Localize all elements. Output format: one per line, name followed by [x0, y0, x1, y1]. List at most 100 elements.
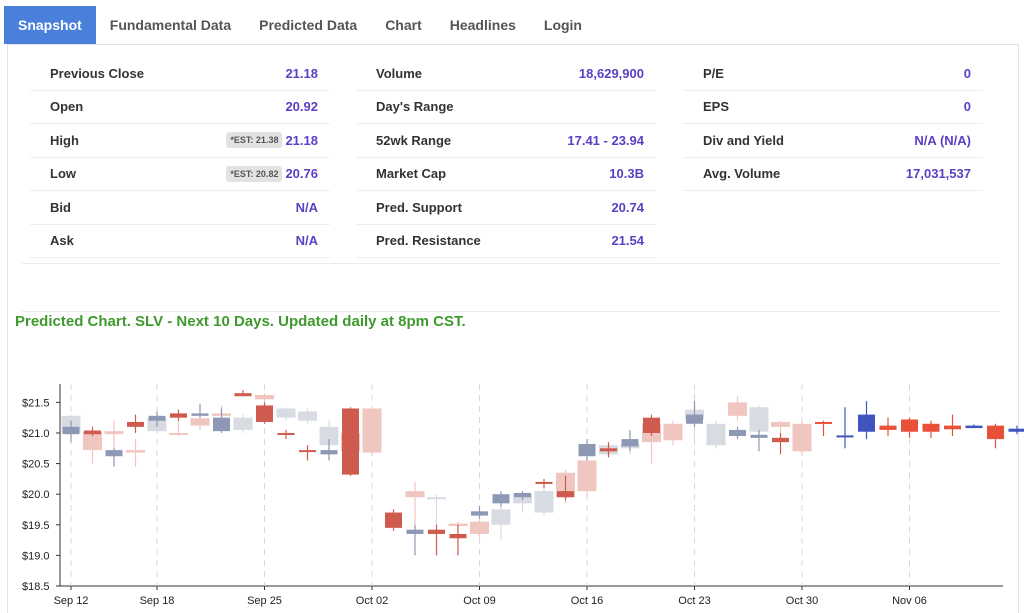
candle — [577, 457, 597, 498]
candle — [643, 414, 660, 437]
candle — [277, 429, 295, 440]
stat-value: 17.41 - 23.94 — [567, 132, 644, 148]
candle — [686, 401, 703, 427]
tab-headlines[interactable]: Headlines — [449, 17, 516, 33]
candle-body — [406, 529, 424, 534]
candle — [728, 396, 747, 421]
candle-body — [385, 512, 402, 528]
candle — [879, 417, 897, 437]
candle — [729, 426, 746, 440]
estimate-badge: *EST: 20.82 — [226, 165, 283, 182]
candle-body — [62, 426, 80, 435]
candle — [191, 403, 209, 418]
y-tick-label: $19.5 — [22, 520, 50, 532]
divider — [22, 311, 1000, 312]
candle — [815, 420, 832, 437]
candle-body — [749, 407, 769, 432]
stat-label: Pred. Support — [376, 199, 462, 215]
candle — [298, 408, 317, 424]
stat-label: Div and Yield — [703, 132, 784, 148]
candle-body — [276, 408, 296, 418]
stat-label: Day's Range — [376, 99, 454, 115]
candle — [170, 409, 187, 421]
candle-body — [256, 405, 273, 422]
candle — [749, 405, 769, 433]
candle-body — [965, 425, 983, 429]
x-tick-label: Sep 12 — [54, 595, 89, 607]
tab-snapshot[interactable]: Snapshot — [4, 6, 96, 44]
candle — [578, 439, 596, 461]
stat-label: Low — [50, 166, 76, 182]
candle — [772, 432, 789, 455]
candle-body — [298, 411, 317, 421]
candle-body — [299, 450, 316, 453]
candle — [987, 423, 1004, 449]
tab-login[interactable]: Login — [543, 17, 582, 33]
stat-row: P/E 0 — [683, 57, 983, 91]
stat-label: 52wk Range — [376, 132, 452, 148]
candle-body — [534, 491, 554, 513]
y-tick-label: $21.5 — [22, 397, 50, 409]
stat-label: P/E — [703, 65, 724, 81]
candle-body — [428, 529, 445, 534]
candle-body — [750, 434, 768, 438]
tab-fundamental-data[interactable]: Fundamental Data — [109, 17, 232, 33]
candle-body — [1008, 428, 1024, 432]
stat-label: Previous Close — [50, 65, 144, 81]
candle — [62, 420, 80, 443]
candle-body — [621, 439, 639, 447]
candle-body — [771, 421, 790, 427]
stat-label: EPS — [703, 99, 730, 115]
y-tick-label: $19.0 — [22, 550, 50, 562]
snapshot-column-3: P/E 0 EPS 0 Div and Yield N/A (N/A) Avg. Volum… — [683, 57, 983, 191]
candle-body — [858, 414, 875, 432]
stat-row: Day's Range — [356, 91, 656, 124]
candle — [320, 439, 338, 461]
candle-body — [578, 443, 596, 457]
candle-body — [879, 425, 897, 430]
candle — [385, 509, 402, 531]
candle-body — [557, 491, 574, 498]
tab-chart[interactable]: Chart — [385, 17, 422, 33]
stat-label: Volume — [376, 65, 422, 81]
stat-row: Ask N/A — [30, 225, 330, 258]
chart-title: Predicted Chart. SLV - Next 10 Days. Upd… — [15, 313, 466, 330]
candle-body — [470, 521, 489, 534]
x-tick-label: Oct 23 — [678, 595, 710, 607]
tab-predicted-data[interactable]: Predicted Data — [259, 17, 358, 33]
candle — [965, 424, 983, 429]
candle — [557, 475, 574, 501]
candle-body — [492, 494, 510, 504]
stat-value: N/A — [295, 233, 318, 249]
candle — [491, 506, 511, 541]
stat-value: 0 — [963, 65, 971, 81]
divider — [22, 263, 1000, 264]
candle-body — [643, 417, 660, 433]
stat-row: Bid N/A — [30, 191, 330, 225]
stat-value: 20.74 — [611, 199, 644, 215]
candle-body — [706, 423, 726, 446]
candle — [105, 448, 123, 467]
snapshot-column-2: Volume 18,629,900 Day's Range 52wk Range 17.… — [356, 57, 656, 258]
candle — [299, 445, 316, 461]
candle-body — [320, 450, 338, 455]
stat-row: Open 20.92 — [30, 91, 330, 124]
y-tick-label: $21.0 — [22, 428, 50, 440]
candle-body — [427, 497, 446, 500]
candle — [428, 524, 445, 556]
candle — [944, 414, 961, 437]
candle — [256, 402, 273, 424]
stat-label: High — [50, 132, 79, 148]
estimate-badge: *EST: 21.38 — [226, 132, 283, 149]
candle — [535, 478, 553, 489]
candle-body — [170, 413, 187, 418]
candle — [600, 442, 617, 458]
candle-body — [405, 491, 425, 498]
stat-label: Open — [50, 99, 84, 115]
candle-body — [213, 417, 230, 432]
stat-value: 20.92 — [285, 99, 318, 115]
stat-row: Market Cap 10.3B — [356, 158, 656, 191]
x-tick-label: Sep 18 — [140, 595, 175, 607]
candle-body — [190, 418, 210, 426]
